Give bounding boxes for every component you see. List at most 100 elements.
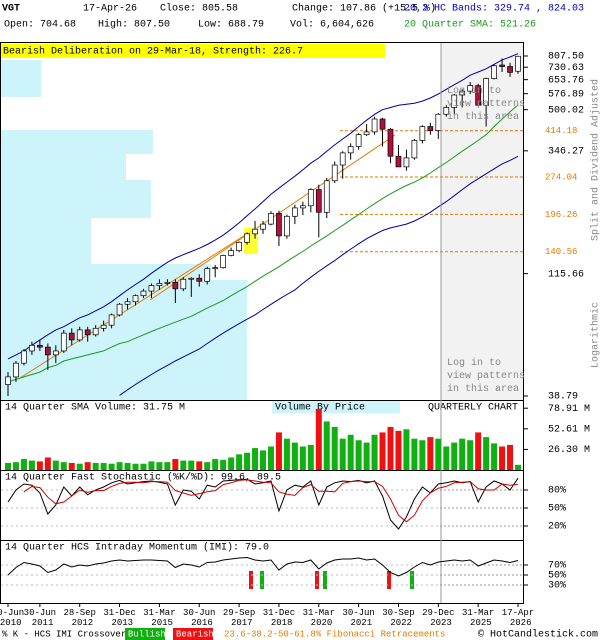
candle-body — [451, 94, 458, 108]
volume-bar — [491, 443, 498, 470]
volume-bar — [419, 440, 426, 470]
close: Close: 805.58 — [160, 3, 238, 15]
x-tick-part: 2021 — [345, 618, 372, 628]
x-tick-part: 31-Mar — [143, 608, 175, 618]
volume-bar — [427, 437, 434, 470]
x-tick-part: 30-Jun — [0, 608, 24, 618]
x-tick-label: 29-Sep 2017 — [223, 608, 255, 628]
candle-body — [188, 277, 195, 280]
volume-bar — [347, 434, 354, 470]
volume-bar — [44, 457, 51, 470]
x-tick-part: 2015 — [146, 618, 173, 628]
volume-bar — [435, 438, 442, 470]
login-note-line: Log in to — [447, 85, 501, 97]
candle-body — [371, 118, 378, 133]
x-tick-part: 28-Sep — [64, 608, 96, 618]
volume-bar — [236, 454, 243, 470]
x-tick-label: 30-Sep 2022 — [382, 608, 414, 628]
candle-body — [379, 118, 386, 130]
volume-bar — [20, 459, 27, 470]
candle-body — [92, 327, 99, 336]
fib-label: 274.04 — [545, 172, 577, 182]
volume-bar — [443, 446, 450, 470]
x-tick-part: 2010 — [0, 618, 22, 628]
candle-body — [268, 213, 274, 225]
volume-bar — [108, 463, 115, 470]
volume-bar — [299, 446, 306, 470]
volume-bar — [5, 462, 11, 470]
bearish-crossover — [387, 571, 391, 589]
login-note: Log in to view patterns in this area — [447, 85, 525, 123]
candle-body — [307, 189, 314, 207]
volume-bar — [459, 438, 466, 470]
candle-body — [387, 128, 394, 157]
x-tick-label: 31-Mar 2015 — [143, 608, 175, 628]
volume-bar — [395, 430, 402, 470]
candle-body — [212, 267, 219, 270]
volume-bar — [387, 426, 394, 470]
x-tick-part: 2017 — [226, 618, 253, 628]
candle-body — [156, 283, 163, 286]
candle-body — [164, 282, 171, 284]
candle-body — [435, 113, 442, 131]
volume-bar — [188, 460, 195, 470]
volume-bar — [267, 446, 274, 470]
volume-bar — [483, 437, 490, 470]
bearish-legend: Bearish — [176, 629, 214, 639]
login-note-line: in this area — [447, 383, 519, 395]
y-tick-label: 20% — [548, 522, 566, 533]
y-tick-label: 26.30 M — [548, 445, 590, 456]
candle-body — [515, 55, 521, 72]
vbp-bar — [1, 60, 41, 97]
candle-body — [499, 64, 505, 67]
candle-body — [467, 85, 474, 92]
x-tick-label: 30-Jun 2016 — [183, 608, 215, 628]
volume-bar — [52, 460, 59, 470]
y-axis-label: Logarithmic — [590, 302, 600, 368]
candle-body — [13, 362, 19, 378]
candle-body — [21, 350, 27, 364]
candle-body — [339, 152, 346, 166]
candle-body — [204, 268, 211, 282]
x-tick-part: 31-Dec — [103, 608, 135, 618]
vbp-bar — [1, 280, 247, 400]
stochastic-title: 14 Quarter Fast Stochastic (%K/%D): 99.6… — [5, 472, 281, 484]
volume-bar — [212, 459, 219, 470]
bullish-crossover — [410, 571, 414, 589]
change: Change: 107.86 (+15.5 %) — [292, 3, 436, 15]
candle-body — [395, 155, 402, 168]
site: © HotCandlestick.com — [478, 629, 598, 640]
x-tick-part: 2025 — [465, 618, 492, 628]
vbp-label-bg — [272, 401, 400, 413]
candle-body — [244, 233, 250, 243]
x-tick-part: 2016 — [186, 618, 213, 628]
date: 17-Apr-26 — [83, 4, 137, 15]
volume-bar — [148, 461, 155, 470]
y-tick-label: 70% — [548, 561, 566, 572]
bands-label: 20,2 HC Bands: 329.74 , 824.03 — [404, 3, 584, 15]
volume-bar — [172, 459, 179, 470]
x-tick-label: 30-Jun 2011 — [24, 608, 56, 628]
x-tick-label: 31-Mar 2020 — [303, 608, 335, 628]
x-tick-part: 2011 — [26, 618, 53, 628]
volume-bar — [180, 460, 187, 470]
bullish-crossover — [260, 571, 264, 589]
fib-label: 196.26 — [545, 210, 577, 220]
x-tick-part: 2023 — [425, 618, 452, 628]
low: Low: 688.79 — [198, 20, 264, 31]
candle-body — [355, 134, 362, 147]
candle-body — [403, 157, 410, 168]
volume-by-price — [1, 60, 247, 400]
candle-body — [37, 344, 43, 348]
volume-bar — [124, 462, 131, 470]
login-note-line: view patterns — [447, 370, 525, 382]
candle-body — [459, 90, 466, 96]
candle-body — [76, 329, 83, 341]
volume-bar — [92, 462, 99, 470]
volume-bar — [164, 462, 171, 470]
volume-bar — [331, 426, 338, 470]
login-note-line: view patterns — [447, 98, 525, 110]
candle-body — [5, 376, 11, 385]
x-tick-part: 31-Mar — [462, 608, 494, 618]
candle-body — [483, 78, 489, 106]
